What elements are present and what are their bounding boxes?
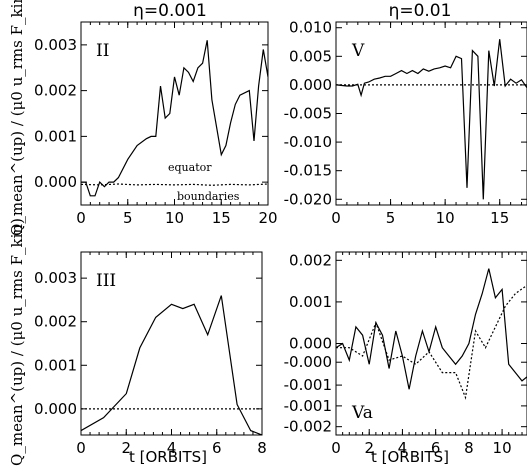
- x-tick-label: 10: [436, 209, 455, 227]
- x-tick-label: 4: [398, 439, 408, 457]
- ylabel-top: Q_mean^(up) / (μ0 u_rms F_kin): [8, 0, 26, 236]
- x-tick-label: 10: [493, 439, 512, 457]
- col-title-left: η=0.001: [133, 1, 207, 21]
- y-tick-label: -0.002: [284, 418, 332, 436]
- y-tick-label: -0.010: [284, 133, 332, 151]
- x-tick-label: 8: [464, 439, 474, 457]
- col-title-right: η=0.01: [389, 1, 452, 21]
- panel-III: 0 2 4 6 8 0.000 0.001 0.002 0.003 III: [34, 251, 267, 457]
- y-tick-label: -0.020: [284, 190, 332, 208]
- y-tick-label: 0.001: [289, 293, 332, 311]
- x-tick-label: 0: [76, 209, 86, 227]
- panel-label: Va: [351, 403, 373, 423]
- series-line-solid: [336, 268, 527, 390]
- y-tick-label: -0.000: [284, 353, 332, 371]
- annotation: boundaries: [177, 190, 240, 203]
- y-tick-label: 0.002: [289, 251, 332, 269]
- series-line-solid: [81, 40, 268, 197]
- x-tick-label: 2: [121, 439, 131, 457]
- y-tick-label: 0.003: [34, 36, 77, 54]
- x-tick-label: 6: [431, 439, 441, 457]
- y-tick-label: 0.010: [289, 19, 332, 37]
- x-tick-label: 0: [331, 439, 341, 457]
- xlabel-right: t [ORBITS]: [371, 448, 449, 466]
- series-line-dotted: [336, 284, 527, 400]
- x-tick-label: 15: [490, 209, 509, 227]
- x-tick-label: 5: [123, 209, 133, 227]
- y-tick-label: 0.002: [34, 82, 77, 100]
- x-tick-label: 0: [331, 209, 341, 227]
- annotation: equator: [168, 161, 212, 174]
- y-tick-label: 0.003: [34, 269, 77, 287]
- y-tick-label: 0.000: [34, 400, 77, 418]
- x-tick-label: 15: [212, 209, 231, 227]
- panel-V: 0 5 10 15 0.010 0.005 0.000 -0.005 -0.010 -0.015 -…: [284, 19, 527, 227]
- series-line-solid: [81, 295, 262, 435]
- y-tick-label: -0.005: [284, 105, 332, 123]
- panel-II: 0 5 10 15 20 0.000 0.001 0.002 0.003 II equator bou…: [34, 21, 278, 227]
- y-tick-label: 0.001: [34, 356, 77, 374]
- y-tick-label: -0.001: [284, 376, 332, 394]
- xlabel-left: t [ORBITS]: [129, 448, 207, 466]
- y-tick-label: 0.002: [34, 313, 77, 331]
- y-tick-label: 0.000: [289, 76, 332, 94]
- series-line-dotted: [81, 183, 268, 186]
- y-tick-label: -0.015: [284, 162, 332, 180]
- x-tick-label: 6: [212, 439, 222, 457]
- x-tick-label: 5: [386, 209, 396, 227]
- x-tick-label: 4: [167, 439, 177, 457]
- panel-label: V: [351, 41, 365, 61]
- y-tick-label: 0.000: [34, 173, 77, 191]
- x-tick-label: 8: [257, 439, 267, 457]
- ylabel-bottom: Q_mean^(up) / (μ0 u_rms F_kin): [8, 218, 26, 466]
- series-line-solid: [336, 39, 527, 200]
- y-tick-label: -0.001: [284, 397, 332, 415]
- y-tick-label: 0.001: [34, 127, 77, 145]
- y-tick-label: 0.000: [289, 335, 332, 353]
- panel-Va: 0 2 4 6 8 10 0.002 0.001 0.000-0.000 -0.001 -0.001…: [284, 251, 527, 457]
- x-tick-label: 10: [165, 209, 184, 227]
- x-tick-label: 20: [258, 209, 277, 227]
- y-tick-label: 0.005: [289, 47, 332, 65]
- x-tick-label: 0: [76, 439, 86, 457]
- panel-label: II: [96, 41, 109, 61]
- x-tick-label: 2: [364, 439, 374, 457]
- panel-label: III: [96, 271, 116, 291]
